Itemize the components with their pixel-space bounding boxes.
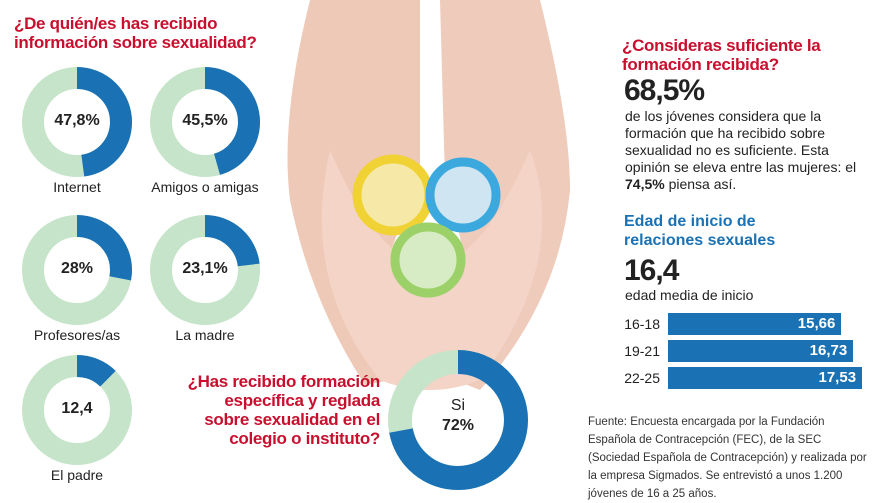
school-donut-label: Si 72% — [418, 396, 498, 436]
donut-value: 45,5% — [182, 112, 228, 129]
donut-2-slice — [22, 215, 132, 325]
school-answer: Si — [450, 397, 466, 414]
school-value: 72% — [441, 417, 475, 434]
source-note: Fuente: Encuesta encargada por la Fundac… — [588, 416, 867, 500]
donut-4 — [22, 355, 132, 465]
donut-0 — [22, 67, 132, 177]
sources-question: ¿De quién/es has recibido información so… — [14, 14, 257, 52]
school-question: ¿Has recibido formación específica y reg… — [187, 372, 381, 448]
donut-1-slice — [150, 67, 260, 177]
donut-value: 28% — [60, 260, 94, 277]
hands-illustration — [287, 0, 570, 390]
donut-label: Internet — [53, 179, 101, 195]
bar: 16,73 — [668, 340, 854, 362]
donut-1 — [150, 67, 260, 177]
photo-hands — [270, 0, 600, 400]
bar: 15,66 — [668, 313, 842, 335]
age-caption: edad media de inicio — [625, 287, 754, 303]
bar-category: 16-18 — [624, 316, 660, 332]
donut-0-slice — [22, 67, 132, 177]
sufficient-value: 68,5% — [624, 74, 705, 107]
school-donut-slice — [388, 350, 528, 490]
donut-4-slice — [22, 355, 132, 465]
age-title: Edad de inicio de relaciones sexuales — [624, 213, 776, 249]
donut-value: 47,8% — [54, 112, 100, 129]
donut-value: 12,4 — [61, 400, 93, 417]
donut-label: Amigos o amigas — [151, 179, 259, 195]
school-donut — [388, 350, 528, 490]
age-value: 16,4 — [624, 254, 679, 287]
donut-label: El padre — [50, 467, 104, 483]
donut-3 — [150, 215, 260, 325]
donut-label: Profesores/as — [33, 327, 121, 343]
donut-label: La madre — [175, 327, 235, 343]
donut-3-slice — [150, 215, 260, 325]
sufficient-question: ¿Consideras suficiente la formación reci… — [622, 36, 821, 74]
bar-category: 19-21 — [624, 343, 660, 359]
sufficient-text: de los jóvenes considera que la formació… — [625, 108, 857, 192]
bar: 17,53 — [668, 367, 863, 389]
donut-value: 23,1% — [182, 260, 228, 277]
donut-2 — [22, 215, 132, 325]
bar-category: 22-25 — [624, 370, 660, 386]
